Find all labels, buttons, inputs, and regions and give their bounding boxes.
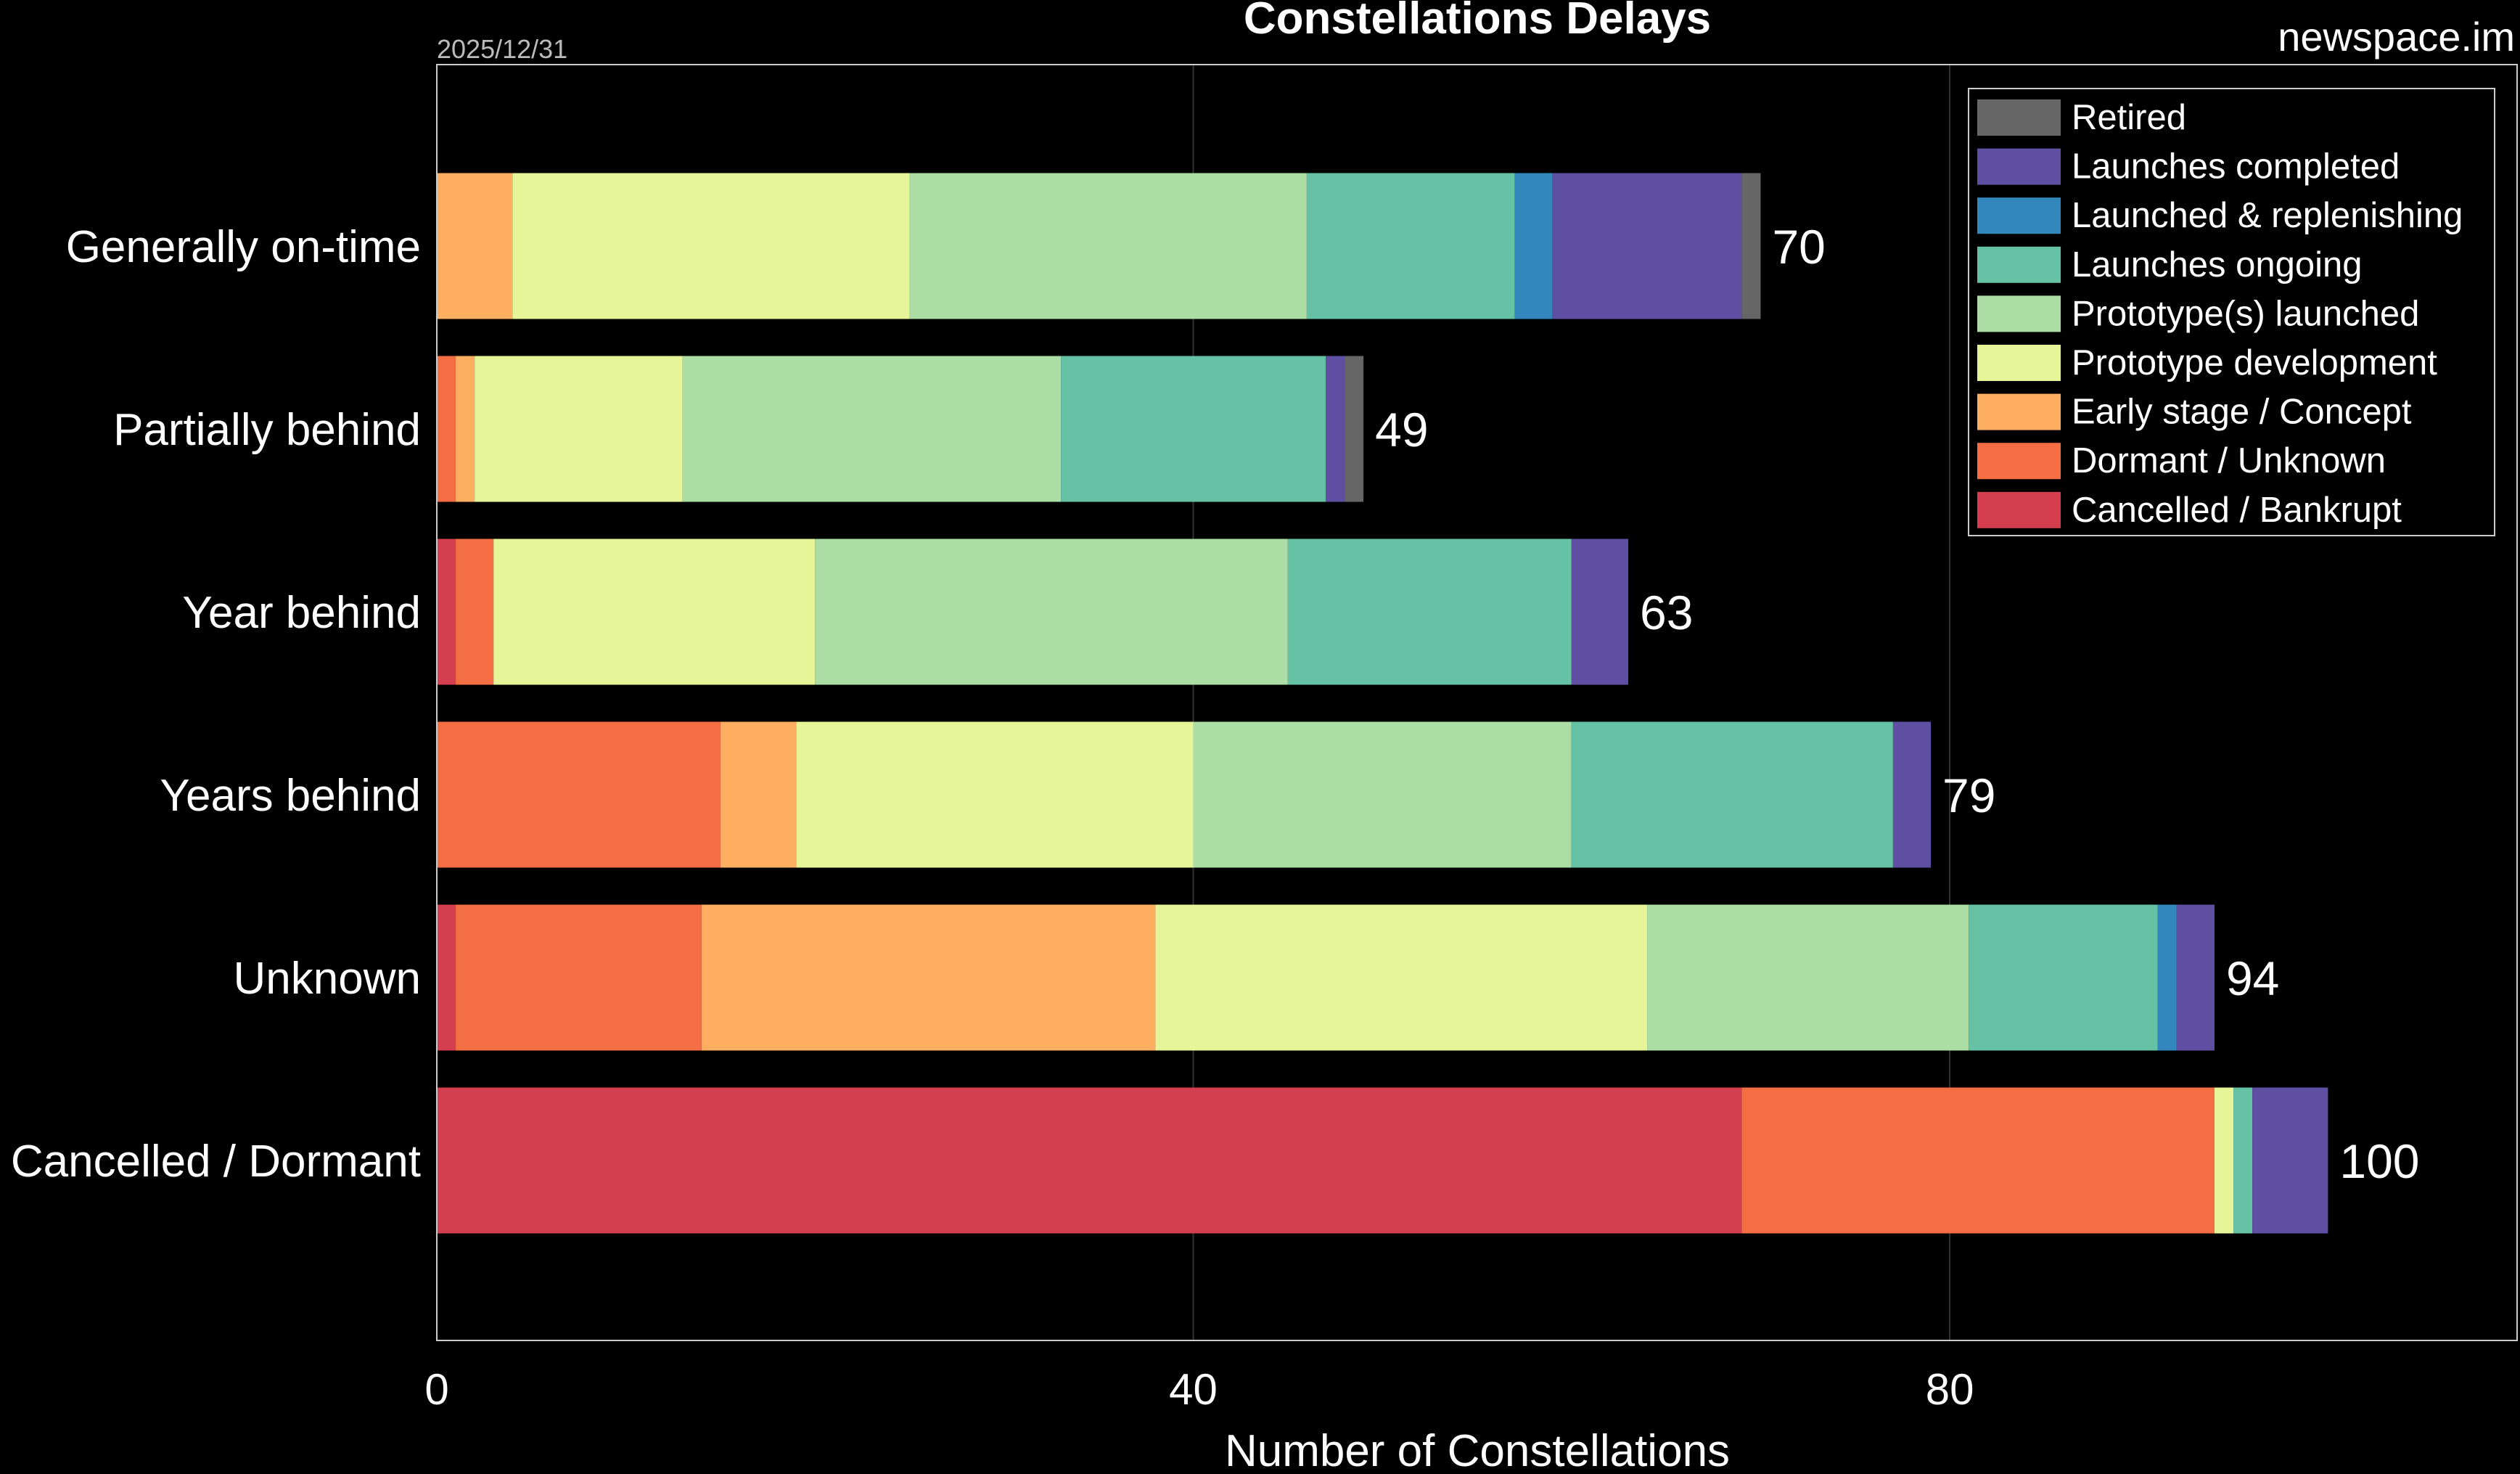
bar-segment-dormant-unknown xyxy=(456,539,494,685)
bar-segment-launches-ongoing xyxy=(1306,173,1515,319)
x-tick-label: 0 xyxy=(424,1365,448,1414)
bar-segment-launched-replenishing xyxy=(2157,904,2177,1051)
bar-segment-launches-ongoing xyxy=(1287,539,1572,685)
bar-segment-dormant-unknown xyxy=(1741,1087,2215,1234)
legend-label: Cancelled / Bankrupt xyxy=(2072,491,2402,530)
legend-swatch xyxy=(1977,491,2061,528)
legend-label: Prototype(s) launched xyxy=(2072,294,2419,333)
bar-segment-launches-ongoing xyxy=(1571,721,1893,868)
legend-label: Retired xyxy=(2072,98,2186,137)
legend-swatch xyxy=(1977,295,2061,332)
plot-frame xyxy=(436,64,2518,1341)
legend-swatch xyxy=(1977,197,2061,234)
bar-segment-launches-completed xyxy=(1892,721,1932,868)
bar-segment-early-stage-concept xyxy=(437,173,513,319)
bar-segment-prototype-s-launched xyxy=(1647,904,1969,1051)
bar-segment-retired xyxy=(1345,356,1364,502)
legend-label: Launched & replenishing xyxy=(2072,196,2463,235)
total-label: 79 xyxy=(1942,769,1995,822)
legend-label: Dormant / Unknown xyxy=(2072,441,2386,480)
bar-segment-prototype-development xyxy=(796,721,1194,868)
total-label: 70 xyxy=(1772,220,1825,274)
bar-segment-prototype-s-launched xyxy=(1193,721,1572,868)
bar-segment-launched-replenishing xyxy=(1514,173,1553,319)
bar-segment-dormant-unknown xyxy=(437,356,456,502)
category-label: Year behind xyxy=(182,588,421,638)
legend-label: Early stage / Concept xyxy=(2072,393,2412,432)
x-axis-label: Number of Constellations xyxy=(1225,1426,1730,1470)
legend: Retired Launches completed Launched & repl… xyxy=(1968,88,2495,536)
bar-segment-launches-ongoing xyxy=(2233,1087,2253,1234)
bar-segment-prototype-s-launched xyxy=(682,356,1062,502)
chart-title: Constellations Delays xyxy=(1244,0,1711,44)
total-label: 100 xyxy=(2339,1134,2419,1188)
legend-swatch xyxy=(1977,246,2061,283)
bar-segment-launches-completed xyxy=(1325,356,1345,502)
bar-segment-launches-ongoing xyxy=(1061,356,1326,502)
bar-segment-early-stage-concept xyxy=(456,356,475,502)
bar-segment-cancelled-bankrupt xyxy=(437,1087,1742,1234)
legend-label: Launches ongoing xyxy=(2072,245,2363,284)
legend-swatch xyxy=(1977,345,2061,381)
bar-segment-launches-completed xyxy=(1552,173,1742,319)
category-label: Unknown xyxy=(234,954,421,1004)
bar-segment-launches-completed xyxy=(1571,539,1629,685)
bar-segment-early-stage-concept xyxy=(720,721,797,868)
bar-segment-prototype-development xyxy=(493,539,816,685)
bar-segment-prototype-development xyxy=(475,356,683,502)
bar-segment-prototype-s-launched xyxy=(909,173,1307,319)
legend-swatch xyxy=(1977,148,2061,185)
category-label: Cancelled / Dormant xyxy=(11,1137,421,1187)
category-label: Years behind xyxy=(160,771,421,821)
total-label: 94 xyxy=(2226,951,2279,1005)
x-tick-label: 40 xyxy=(1169,1365,1218,1414)
total-label: 49 xyxy=(1375,403,1428,456)
bar-segment-launches-completed xyxy=(2176,904,2215,1051)
legend-swatch xyxy=(1977,443,2061,480)
bar-segment-prototype-development xyxy=(512,173,910,319)
legend-label: Prototype development xyxy=(2072,343,2437,382)
category-label: Partially behind xyxy=(113,405,421,455)
bar-segment-prototype-s-launched xyxy=(815,539,1288,685)
total-label: 63 xyxy=(1640,586,1693,639)
bar-segment-launches-ongoing xyxy=(1969,904,2158,1051)
bar-segment-retired xyxy=(1741,173,1761,319)
bar-segment-dormant-unknown xyxy=(456,904,702,1051)
bar-segment-cancelled-bankrupt xyxy=(437,904,456,1051)
legend-swatch xyxy=(1977,393,2061,430)
bar-segment-early-stage-concept xyxy=(701,904,1156,1051)
date-label: 2025/12/31 xyxy=(437,34,567,64)
source-label: newspace.im xyxy=(2278,14,2515,60)
bar-segment-prototype-development xyxy=(2214,1087,2234,1234)
legend-label: Launches completed xyxy=(2072,147,2400,187)
category-label: Generally on-time xyxy=(66,222,421,272)
bar-segment-launches-completed xyxy=(2252,1087,2328,1234)
legend-swatch xyxy=(1977,99,2061,136)
x-tick-label: 80 xyxy=(1926,1365,1974,1414)
bar-segment-prototype-development xyxy=(1155,904,1648,1051)
bar-segment-dormant-unknown xyxy=(437,721,721,868)
bar-segment-cancelled-bankrupt xyxy=(437,539,456,685)
